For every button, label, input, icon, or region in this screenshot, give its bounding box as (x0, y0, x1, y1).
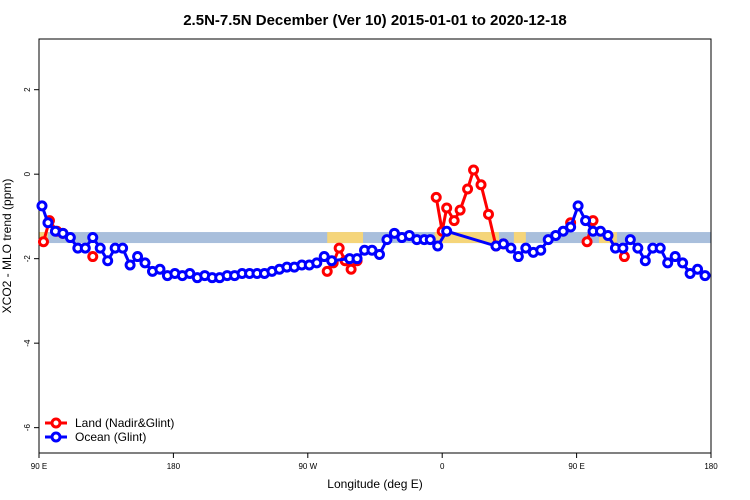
legend-land-label: Land (Nadir&Glint) (75, 416, 174, 430)
ocean-point (692, 263, 704, 275)
ocean-point (373, 248, 385, 260)
x-axis-label: Longitude (deg E) (327, 477, 422, 491)
chart-title: 2.5N-7.5N December (Ver 10) 2015-01-01 t… (183, 12, 567, 29)
x-tick-label: 180 (704, 462, 718, 471)
legend-ocean-marker (50, 431, 62, 443)
y-tick-label: 0 (23, 171, 32, 176)
ocean-point (79, 242, 91, 254)
legend: Land (Nadir&Glint) Ocean (Glint) (45, 416, 174, 444)
land-point (482, 208, 494, 220)
land-point (448, 215, 460, 227)
ocean-point (662, 257, 674, 269)
x-axis: 90 E 180 90 W 0 90 E 180 (31, 453, 718, 471)
land-point (475, 179, 487, 191)
land-point (462, 183, 474, 195)
legend-ocean-label: Ocean (Glint) (75, 430, 146, 444)
ocean-point (139, 257, 151, 269)
y-tick-label: -6 (23, 424, 32, 432)
ocean-point (117, 242, 129, 254)
ocean-point (351, 253, 363, 265)
land-point (37, 236, 49, 248)
x-tick-label: 90 E (568, 462, 584, 471)
ocean-point (505, 242, 517, 254)
ocean-point (669, 251, 681, 263)
land-point (430, 191, 442, 203)
ocean-point (102, 255, 114, 267)
land-band (327, 232, 364, 244)
y-tick-label: -4 (23, 339, 32, 347)
ocean-point (602, 229, 614, 241)
land-point (441, 202, 453, 214)
ocean-point (154, 263, 166, 275)
y-axis: 2 0 -2 -4 -6 (23, 87, 39, 431)
land-point (618, 251, 630, 263)
land-point (345, 263, 357, 275)
ocean-band (39, 232, 711, 244)
y-tick-label: -2 (23, 255, 32, 263)
ocean-point (87, 232, 99, 244)
ocean-point (42, 217, 54, 229)
x-tick-label: 90 W (298, 462, 317, 471)
ocean-point (654, 242, 666, 254)
land-band (513, 232, 526, 244)
y-tick-label: 2 (23, 87, 32, 92)
legend-land-marker (50, 417, 62, 429)
land-point (87, 251, 99, 263)
legend-item-ocean: Ocean (Glint) (45, 430, 146, 444)
ocean-point (580, 215, 592, 227)
x-tick-label: 0 (440, 462, 445, 471)
ocean-point (639, 255, 651, 267)
ocean-point (381, 234, 393, 246)
land-point (454, 204, 466, 216)
y-axis-label: XCO2 - MLO trend (ppm) (0, 179, 14, 314)
x-tick-label: 180 (167, 462, 181, 471)
ocean-point (432, 240, 444, 252)
plot-frame (38, 38, 712, 454)
ocean-point (94, 242, 106, 254)
ocean-point (64, 232, 76, 244)
land-point (468, 164, 480, 176)
ocean-point (311, 257, 323, 269)
ocean-point (572, 200, 584, 212)
land-point (321, 265, 333, 277)
ocean-point (132, 251, 144, 263)
ocean-point (512, 251, 524, 263)
ocean-point (535, 244, 547, 256)
ocean-point (624, 234, 636, 246)
series-layer (36, 164, 711, 284)
ocean-point (677, 257, 689, 269)
land-point (333, 242, 345, 254)
ocean-point (699, 270, 711, 282)
land-point (581, 236, 593, 248)
ocean-point (424, 234, 436, 246)
ocean-point (124, 259, 136, 271)
ocean-point (441, 225, 453, 237)
ocean-point (617, 242, 629, 254)
ocean-point (632, 242, 644, 254)
legend-item-land: Land (Nadir&Glint) (45, 416, 174, 430)
ocean-point (565, 221, 577, 233)
x-tick-label: 90 E (31, 462, 47, 471)
ocean-point (326, 255, 338, 267)
ocean-point (36, 200, 48, 212)
